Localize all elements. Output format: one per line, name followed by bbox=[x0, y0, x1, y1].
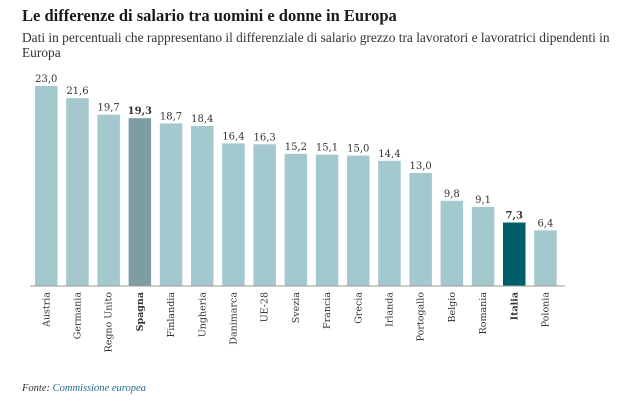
bar-italia bbox=[503, 222, 526, 286]
value-label-portogallo: 13,0 bbox=[410, 161, 432, 172]
bar-irlanda bbox=[378, 160, 401, 286]
bar-francia bbox=[315, 154, 339, 286]
bar-austria bbox=[35, 86, 58, 286]
category-label-danimarca: Danimarca bbox=[228, 292, 239, 345]
value-label-austria: 23,0 bbox=[35, 74, 57, 85]
bar-danimarca bbox=[222, 143, 245, 286]
value-label-svezia: 15,2 bbox=[285, 142, 307, 153]
value-label-germania: 21,6 bbox=[66, 86, 88, 97]
category-label-finlandia: Finlandia bbox=[166, 292, 177, 338]
value-label-regno-unito: 19,7 bbox=[98, 103, 120, 114]
value-label-danimarca: 16,4 bbox=[222, 131, 244, 142]
source-label: Fonte: bbox=[22, 383, 50, 394]
value-label-irlanda: 14,4 bbox=[378, 149, 400, 160]
bar-romania bbox=[471, 206, 495, 286]
value-label-italia: 7,3 bbox=[506, 211, 523, 222]
category-label-svezia: Svezia bbox=[291, 292, 302, 324]
value-label-romania: 9,1 bbox=[475, 195, 491, 206]
chart-subtitle: Dati in percentuali che rappresentano il… bbox=[22, 30, 610, 60]
bar-regno-unito bbox=[97, 114, 120, 287]
bar-grecia bbox=[347, 155, 370, 286]
category-label-spagna: Spagna bbox=[135, 292, 146, 331]
value-label-polonia: 6,4 bbox=[537, 218, 553, 229]
source-note: Fonte: Commissione europea bbox=[22, 383, 146, 394]
value-label-ue-28: 16,3 bbox=[254, 132, 276, 143]
bar-finlandia bbox=[159, 123, 183, 287]
category-label-francia: Francia bbox=[322, 292, 333, 329]
bar-portogallo bbox=[409, 172, 432, 286]
category-label-belgio: Belgio bbox=[447, 292, 458, 323]
bar-germania bbox=[66, 98, 89, 286]
bars-group: 23,0 Austria 21,6 Germania 19,7 Regno Unito 19… bbox=[35, 74, 557, 352]
bar-polonia bbox=[534, 230, 557, 286]
value-label-grecia: 15,0 bbox=[347, 144, 369, 155]
bar-ue-28 bbox=[253, 144, 276, 286]
category-label-ungheria: Ungheria bbox=[197, 292, 208, 338]
source-link[interactable]: Commissione europea bbox=[52, 383, 146, 394]
category-label-irlanda: Irlanda bbox=[384, 292, 395, 327]
value-label-finlandia: 18,7 bbox=[160, 111, 182, 122]
bar-ungheria bbox=[191, 126, 214, 286]
category-label-italia: Italia bbox=[509, 292, 520, 320]
bar-svezia bbox=[284, 153, 308, 286]
category-label-polonia: Polonia bbox=[540, 292, 551, 328]
value-label-francia: 15,1 bbox=[316, 143, 338, 154]
category-label-romania: Romania bbox=[478, 292, 489, 335]
category-label-ue-28: UE-28 bbox=[260, 292, 271, 322]
value-label-belgio: 9,8 bbox=[444, 189, 460, 200]
chart-title: Le differenze di salario tra uomini e do… bbox=[22, 6, 397, 25]
category-label-regno-unito: Regno Unito bbox=[104, 292, 115, 353]
category-label-portogallo: Portogallo bbox=[416, 292, 427, 342]
category-label-austria: Austria bbox=[41, 292, 52, 328]
value-label-spagna: 19,3 bbox=[128, 106, 152, 117]
bar-spagna bbox=[128, 118, 152, 286]
value-label-ungheria: 18,4 bbox=[191, 114, 213, 125]
bar-belgio bbox=[440, 200, 464, 286]
category-label-germania: Germania bbox=[72, 292, 83, 340]
category-label-grecia: Grecia bbox=[353, 292, 364, 324]
